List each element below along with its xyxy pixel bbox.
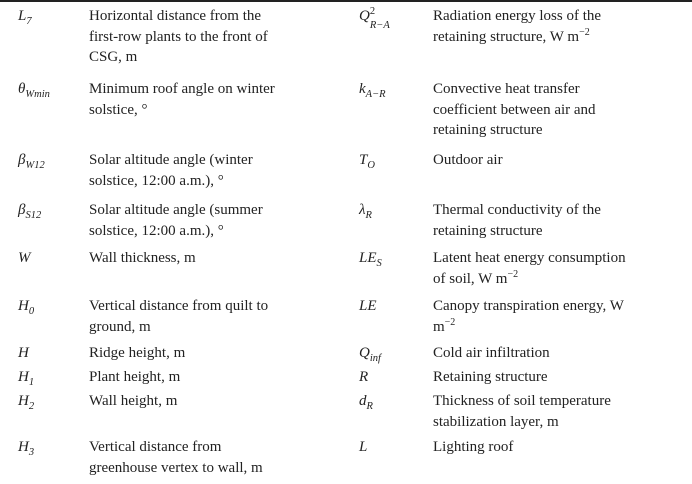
definition: Lighting roof (433, 439, 514, 455)
definition: Vertical distance from greenhouse vertex… (89, 439, 263, 476)
definition: Convective heat transfer coefficient bet… (433, 81, 596, 138)
symbol: R (359, 369, 369, 385)
symbol: βS12 (18, 202, 42, 221)
symbol: βW12 (18, 152, 45, 171)
definition: Plant height, m (89, 369, 181, 385)
definition: Wall height, m (89, 393, 178, 409)
definition: Canopy transpiration energy, W m−2 (433, 298, 624, 335)
symbol: W (18, 250, 31, 266)
definition: Solar altitude angle (winter solstice, 1… (89, 152, 253, 189)
symbol: TO (359, 152, 375, 171)
symbol: θWmin (18, 81, 50, 100)
table-top-rule (0, 0, 692, 2)
definition: Cold air infiltration (433, 345, 550, 361)
symbol: L (359, 439, 368, 455)
definition: Ridge height, m (89, 345, 186, 361)
symbol: H1 (18, 369, 35, 388)
symbol: Q 2 R−A (359, 6, 390, 31)
symbol: H0 (18, 298, 35, 317)
symbol: λR (359, 202, 372, 221)
symbol: H (18, 345, 29, 361)
symbol: LES (359, 250, 382, 269)
definition: Thermal conductivity of the retaining st… (433, 202, 601, 239)
definition: Solar altitude angle (summer solstice, 1… (89, 202, 263, 239)
definition: Latent heat energy consumption of soil, … (433, 250, 626, 287)
definition: Vertical distance from quilt to ground, … (89, 298, 269, 335)
symbol: Qinf (359, 345, 381, 364)
symbol: L7 (18, 8, 32, 27)
definition: Minimum roof angle on winter solstice, ° (89, 81, 275, 118)
symbol: LE (359, 298, 377, 314)
definition: Wall thickness, m (89, 250, 196, 266)
definition: Thickness of soil temperature stabilizat… (433, 393, 611, 430)
definition: Retaining structure (433, 369, 548, 385)
definition: Outdoor air (433, 152, 503, 168)
symbol: H2 (18, 393, 35, 412)
definition: Radiation energy loss of the retaining s… (433, 8, 602, 45)
symbol: H3 (18, 439, 35, 458)
symbol: dR (359, 393, 373, 412)
symbol: kA−R (359, 81, 386, 100)
definition: Horizontal distance from the first-row p… (89, 8, 268, 65)
